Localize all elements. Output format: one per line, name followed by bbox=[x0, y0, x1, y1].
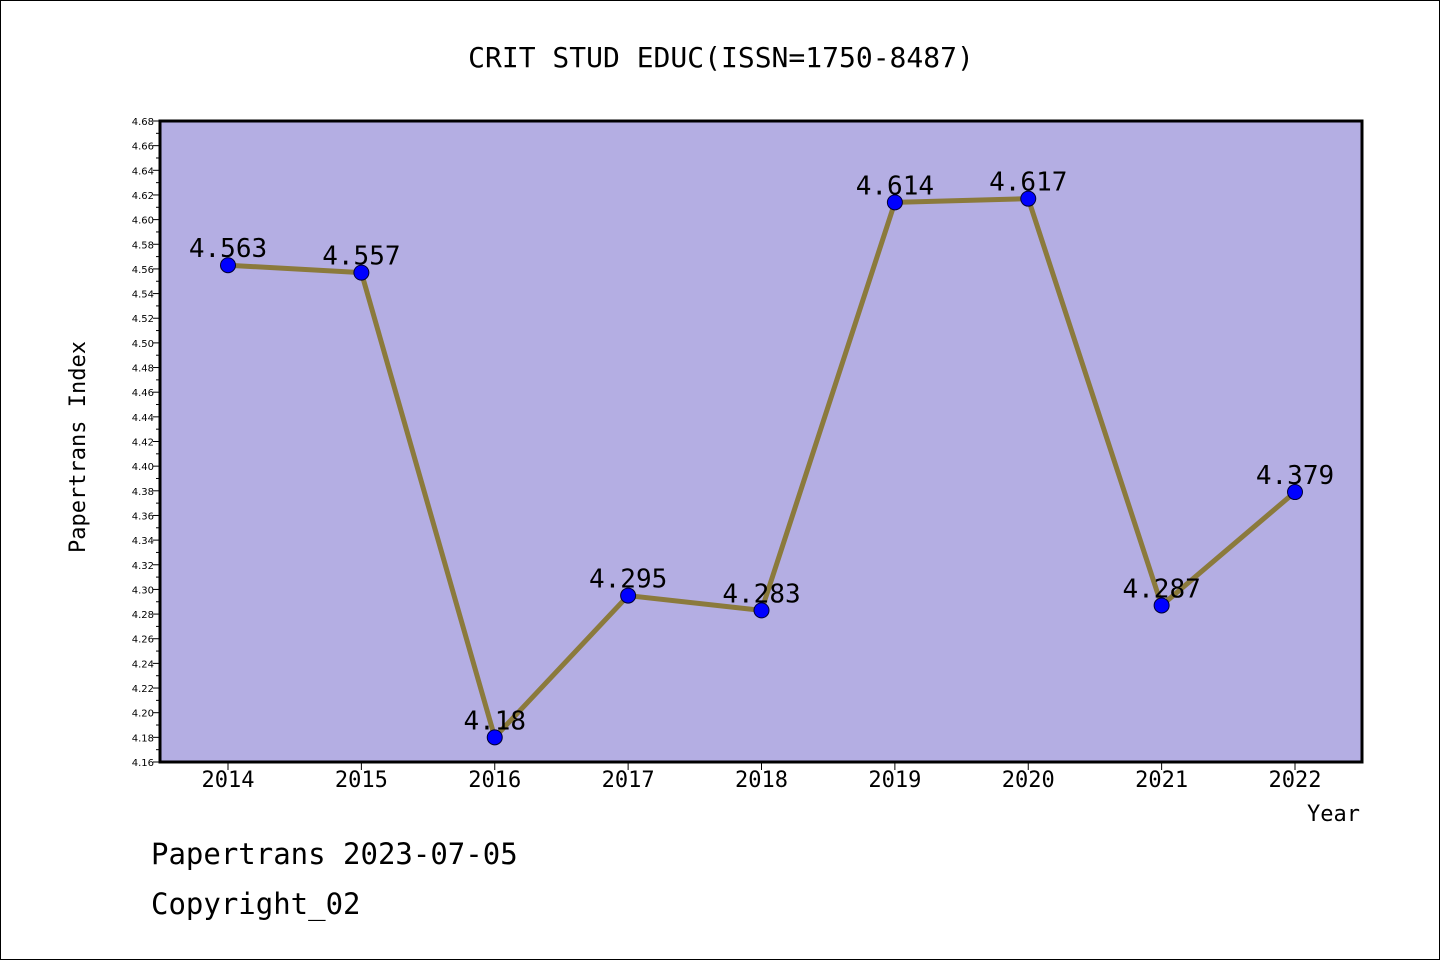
y-tick-label: 4.18 bbox=[132, 733, 154, 744]
y-tick-label: 4.62 bbox=[132, 191, 154, 202]
y-tick-label: 4.42 bbox=[132, 438, 154, 449]
x-tick-label: 2021 bbox=[1135, 768, 1188, 793]
y-tick-label: 4.40 bbox=[132, 462, 154, 473]
data-point bbox=[620, 587, 637, 604]
data-point bbox=[220, 257, 236, 274]
y-tick-label: 4.32 bbox=[132, 561, 154, 572]
data-label: 4.379 bbox=[1256, 461, 1334, 491]
data-label: 4.617 bbox=[989, 168, 1067, 198]
plot-border bbox=[158, 119, 1364, 764]
y-tick-label: 4.58 bbox=[132, 240, 154, 251]
y-tick-label: 4.36 bbox=[132, 511, 154, 522]
y-tick-label: 4.26 bbox=[132, 635, 154, 646]
y-tick-label: 4.66 bbox=[132, 142, 154, 153]
y-tick-label: 4.20 bbox=[132, 709, 154, 720]
data-label: 4.283 bbox=[722, 579, 800, 609]
data-point bbox=[753, 602, 770, 619]
x-tick-label: 2015 bbox=[335, 768, 388, 793]
x-tick-label: 2014 bbox=[202, 768, 255, 793]
y-tick-label: 4.50 bbox=[132, 339, 154, 350]
y-tick-label: 4.24 bbox=[132, 659, 154, 670]
y-tick-label: 4.68 bbox=[132, 117, 154, 128]
y-tick-label: 4.44 bbox=[132, 413, 154, 424]
y-tick-label: 4.48 bbox=[132, 364, 154, 375]
x-tick-label: 2020 bbox=[1002, 768, 1055, 793]
y-tick-label: 4.56 bbox=[132, 265, 154, 276]
x-axis: 2014 2015 2016 2017 2018 2019 2020 2021 2022 bbox=[202, 762, 1322, 793]
data-label: 4.295 bbox=[589, 565, 667, 595]
data-label: 4.18 bbox=[463, 706, 526, 736]
y-tick-label: 4.38 bbox=[132, 487, 154, 498]
y-tick-label: 4.46 bbox=[132, 388, 154, 399]
data-point bbox=[486, 729, 503, 746]
series-layer: 4.563 4.557 4.18 4.295 4.283 4.614 4.617 4.287 4… bbox=[189, 168, 1334, 746]
data-point bbox=[886, 194, 903, 211]
data-label: 4.287 bbox=[1122, 574, 1200, 604]
x-tick-label: 2016 bbox=[468, 768, 521, 793]
y-tick-label: 4.28 bbox=[132, 610, 154, 621]
footer-copyright: Copyright_02 bbox=[151, 887, 361, 921]
y-axis: 4.16 4.18 4.20 4.22 4.24 4.26 4.28 4.30 4.32 4.34… bbox=[132, 117, 160, 769]
footer-date: Papertrans 2023-07-05 bbox=[151, 837, 518, 871]
y-tick-label: 4.22 bbox=[132, 684, 154, 695]
x-tick-label: 2022 bbox=[1269, 768, 1322, 793]
data-label: 4.563 bbox=[189, 234, 267, 264]
y-axis-label: Papertrans Index bbox=[66, 341, 91, 553]
y-tick-label: 4.64 bbox=[132, 166, 154, 177]
y-tick-label: 4.30 bbox=[132, 585, 154, 596]
x-axis-label: Year bbox=[1307, 802, 1360, 827]
x-tick-label: 2018 bbox=[735, 768, 788, 793]
data-point bbox=[1153, 597, 1170, 614]
chart-title: CRIT STUD EDUC(ISSN=1750-8487) bbox=[468, 41, 974, 74]
x-tick-label: 2017 bbox=[602, 768, 655, 793]
data-point bbox=[1020, 190, 1037, 207]
y-tick-label: 4.54 bbox=[132, 290, 154, 301]
data-point bbox=[353, 264, 370, 281]
y-tick-label: 4.52 bbox=[132, 314, 154, 325]
data-label: 4.614 bbox=[856, 171, 934, 201]
y-tick-label: 4.60 bbox=[132, 216, 154, 227]
y-tick-label: 4.16 bbox=[132, 758, 154, 769]
data-label: 4.557 bbox=[322, 242, 400, 272]
plot-area bbox=[160, 121, 1362, 762]
y-tick-label: 4.34 bbox=[132, 536, 154, 547]
data-point bbox=[1287, 484, 1303, 501]
x-tick-label: 2019 bbox=[868, 768, 921, 793]
